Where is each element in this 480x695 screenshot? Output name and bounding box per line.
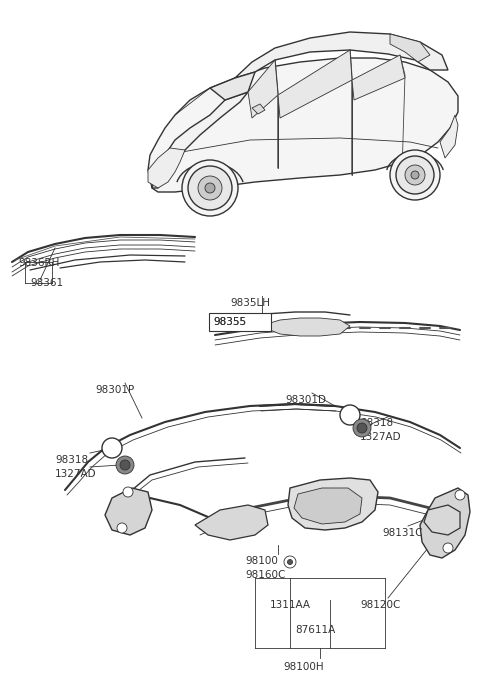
- Circle shape: [357, 423, 367, 433]
- Polygon shape: [152, 92, 248, 188]
- Circle shape: [443, 543, 453, 553]
- Polygon shape: [210, 72, 255, 100]
- Circle shape: [182, 160, 238, 216]
- Text: 98301D: 98301D: [285, 395, 326, 405]
- Circle shape: [288, 559, 292, 564]
- Circle shape: [120, 460, 130, 470]
- Circle shape: [205, 183, 215, 193]
- Polygon shape: [260, 318, 350, 336]
- Circle shape: [405, 165, 425, 185]
- Text: 98100H: 98100H: [283, 662, 324, 672]
- Text: 9835LH: 9835LH: [230, 298, 270, 308]
- Polygon shape: [105, 488, 152, 535]
- Circle shape: [198, 176, 222, 200]
- Polygon shape: [248, 60, 278, 118]
- Circle shape: [455, 490, 465, 500]
- Text: 9836RH: 9836RH: [18, 258, 60, 268]
- Polygon shape: [294, 488, 362, 524]
- Polygon shape: [235, 32, 448, 78]
- Polygon shape: [252, 104, 265, 114]
- Text: 98131C: 98131C: [382, 528, 422, 538]
- Polygon shape: [440, 115, 458, 158]
- Text: 98355: 98355: [213, 317, 246, 327]
- Text: 98355: 98355: [217, 323, 250, 333]
- Circle shape: [116, 456, 134, 474]
- Circle shape: [340, 405, 360, 425]
- Circle shape: [117, 523, 127, 533]
- Circle shape: [411, 171, 419, 179]
- Circle shape: [390, 150, 440, 200]
- Polygon shape: [390, 34, 430, 62]
- Circle shape: [123, 487, 133, 497]
- Text: 98301P: 98301P: [95, 385, 134, 395]
- Text: 98361: 98361: [30, 278, 63, 288]
- Text: 1327AD: 1327AD: [55, 469, 96, 479]
- Text: 98120C: 98120C: [360, 600, 400, 610]
- Polygon shape: [424, 505, 460, 535]
- Text: 98351: 98351: [272, 323, 305, 333]
- Text: 87611A: 87611A: [295, 625, 335, 635]
- Polygon shape: [148, 148, 185, 188]
- FancyBboxPatch shape: [209, 313, 271, 331]
- Circle shape: [353, 419, 371, 437]
- Polygon shape: [288, 478, 378, 530]
- Polygon shape: [278, 50, 352, 118]
- Circle shape: [396, 156, 434, 194]
- Circle shape: [102, 438, 122, 458]
- Polygon shape: [352, 55, 405, 100]
- Text: 98355: 98355: [213, 317, 246, 327]
- Circle shape: [188, 166, 232, 210]
- Polygon shape: [420, 488, 470, 558]
- Text: 98318: 98318: [55, 455, 88, 465]
- Text: 98100: 98100: [245, 556, 278, 566]
- Text: 98318: 98318: [360, 418, 393, 428]
- Text: 98160C: 98160C: [245, 570, 286, 580]
- Text: 1327AD: 1327AD: [360, 432, 402, 442]
- Circle shape: [284, 556, 296, 568]
- Text: 1311AA: 1311AA: [270, 600, 311, 610]
- Polygon shape: [195, 505, 268, 540]
- Polygon shape: [148, 58, 458, 192]
